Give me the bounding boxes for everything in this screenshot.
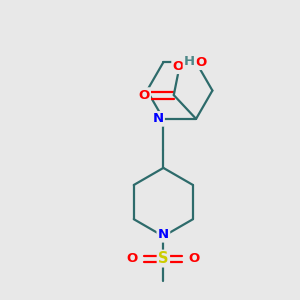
Text: O: O: [189, 252, 200, 265]
Text: O: O: [196, 56, 207, 69]
Text: O: O: [127, 252, 138, 265]
Text: N: N: [152, 112, 164, 125]
Text: O: O: [138, 88, 150, 102]
Text: N: N: [158, 228, 169, 241]
Text: S: S: [158, 251, 169, 266]
Text: O: O: [172, 60, 184, 73]
Text: H: H: [184, 55, 195, 68]
